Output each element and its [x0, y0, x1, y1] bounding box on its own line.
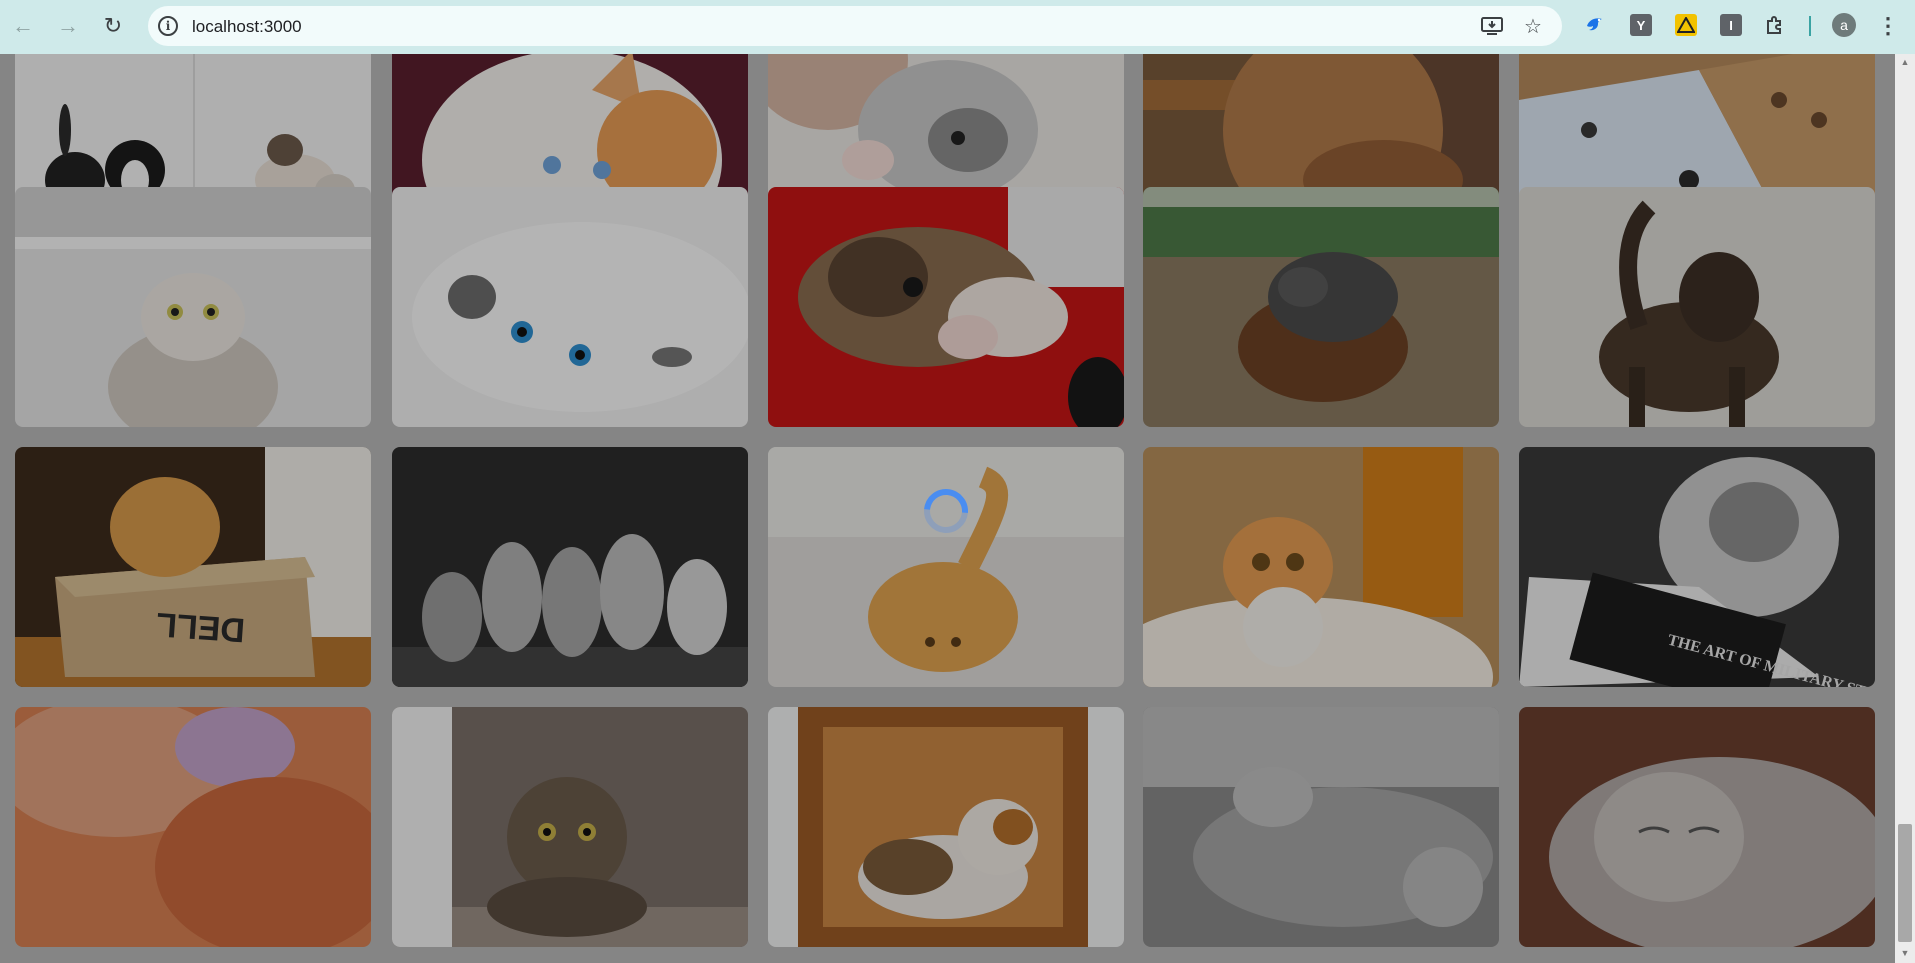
reload-icon[interactable]: ↻ [103, 13, 123, 38]
browser-menu-icon[interactable]: ⋮ [1877, 13, 1899, 38]
gallery-image[interactable] [392, 447, 748, 687]
url-text[interactable]: localhost:3000 [192, 17, 302, 36]
gallery-image[interactable] [1143, 447, 1499, 687]
install-app-icon[interactable] [1480, 14, 1504, 38]
loading-overlay [0, 54, 1895, 963]
gallery-image[interactable] [1519, 187, 1875, 427]
bookmark-star-icon[interactable]: ☆ [1524, 15, 1542, 38]
bird-extension-icon[interactable] [1584, 14, 1606, 36]
gallery-image[interactable] [392, 707, 748, 947]
gallery-page: DELL THE ART OF MILITARY STRATEGY [0, 54, 1895, 963]
gallery-image[interactable] [1143, 707, 1499, 947]
scroll-thumb[interactable] [1898, 824, 1912, 942]
gallery-image[interactable] [1519, 707, 1875, 947]
profile-avatar[interactable]: a [1832, 13, 1856, 37]
box-text: DELL [155, 605, 246, 649]
gallery-image[interactable] [15, 187, 371, 427]
gallery-image[interactable] [1143, 187, 1499, 427]
y-extension-icon[interactable]: Y [1630, 14, 1652, 36]
back-arrow-icon[interactable]: ← [12, 13, 34, 38]
gallery-image[interactable] [768, 187, 1124, 427]
gallery-image[interactable] [768, 707, 1124, 947]
vertical-scrollbar[interactable]: ▲ ▼ [1895, 54, 1915, 963]
gallery-image[interactable]: DELL [15, 447, 371, 687]
extensions-puzzle-icon[interactable] [1764, 14, 1786, 36]
warning-extension-icon[interactable] [1675, 14, 1697, 36]
scroll-up-arrow-icon[interactable]: ▲ [1900, 57, 1910, 67]
browser-toolbar: ← → ↻ i localhost:3000 ☆ Y I a ⋮ [0, 0, 1915, 54]
gallery-image[interactable] [392, 187, 748, 427]
toolbar-divider [1809, 16, 1811, 36]
gallery-image[interactable] [15, 707, 371, 947]
gallery-image[interactable] [768, 447, 1124, 687]
i-extension-icon[interactable]: I [1720, 14, 1742, 36]
scroll-down-arrow-icon[interactable]: ▼ [1900, 948, 1910, 958]
address-bar[interactable]: i localhost:3000 ☆ [148, 6, 1562, 46]
forward-arrow-icon[interactable]: → [57, 13, 79, 38]
gallery-image[interactable]: THE ART OF MILITARY STRATEGY [1519, 447, 1875, 687]
site-info-icon[interactable]: i [158, 16, 178, 36]
